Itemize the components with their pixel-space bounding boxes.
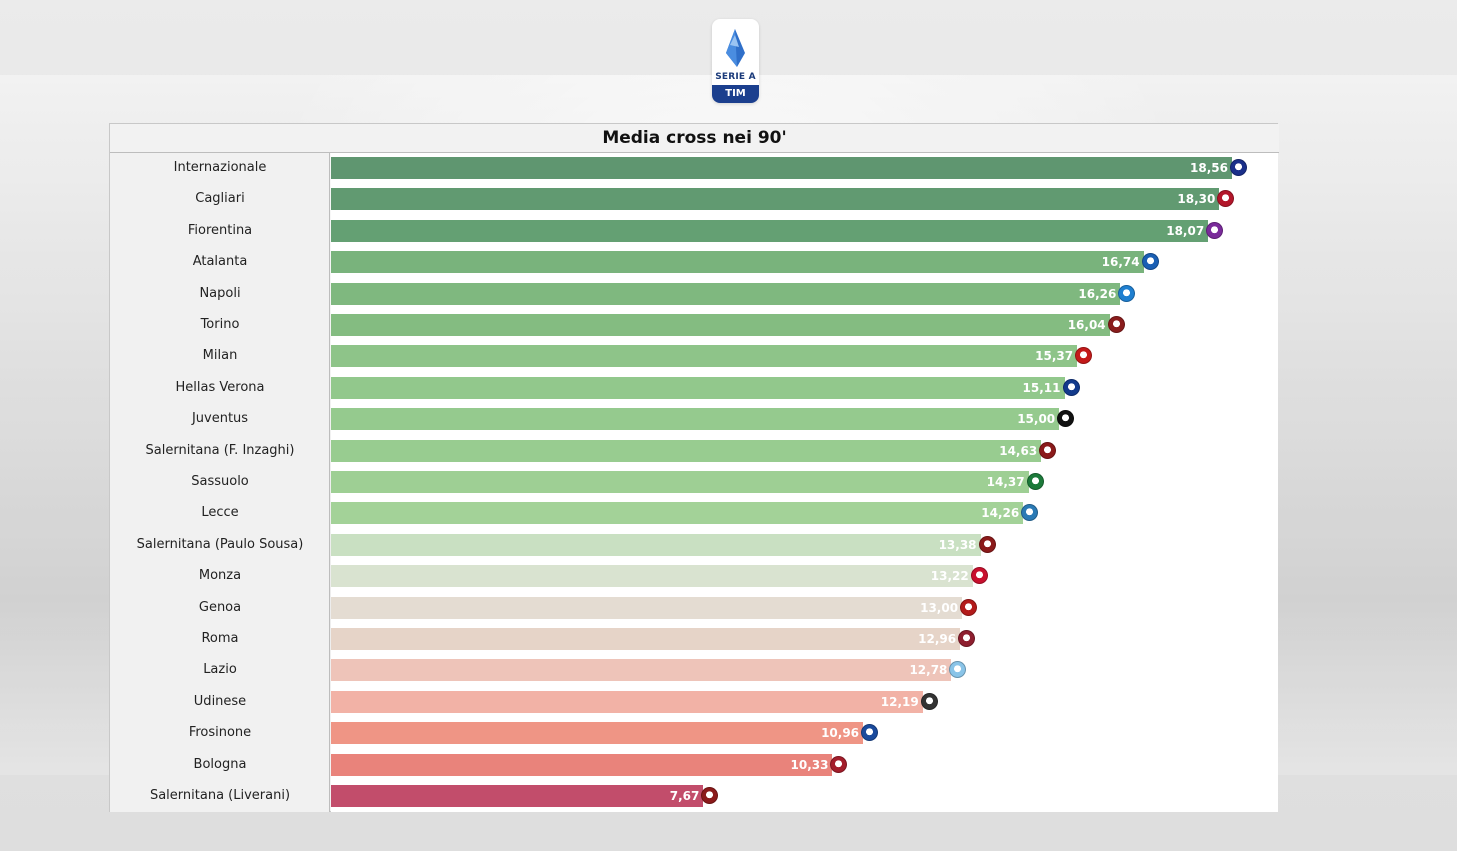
team-crest-icon bbox=[1217, 190, 1235, 208]
bar bbox=[331, 439, 1042, 462]
value-label: 13,22 bbox=[930, 569, 969, 584]
bar bbox=[331, 376, 1065, 399]
category-label: Cagliari bbox=[195, 191, 245, 207]
bar bbox=[331, 219, 1209, 242]
team-crest-icon bbox=[1230, 159, 1247, 176]
bar bbox=[331, 628, 961, 650]
category-label: Fiorentina bbox=[187, 222, 253, 238]
team-crest-icon bbox=[1039, 441, 1057, 459]
category-label: Atalanta bbox=[192, 254, 248, 270]
team-crest-icon bbox=[970, 567, 988, 585]
category-label: Milan bbox=[202, 348, 238, 364]
category-label: Bologna bbox=[193, 756, 247, 772]
value-label: 14,63 bbox=[999, 443, 1038, 458]
team-crest-icon bbox=[958, 630, 976, 647]
value-label: 16,04 bbox=[1067, 318, 1106, 332]
serie-a-logo: SERIE A TIM bbox=[712, 19, 759, 103]
value-label: 18,56 bbox=[1190, 161, 1228, 175]
sponsor-badge: TIM bbox=[712, 85, 759, 103]
bar bbox=[331, 314, 1110, 336]
bar bbox=[331, 753, 833, 776]
category-label: Napoli bbox=[199, 285, 241, 301]
value-label: 7,67 bbox=[669, 789, 700, 803]
sponsor-name: TIM bbox=[725, 88, 746, 99]
value-label: 18,07 bbox=[1166, 223, 1205, 238]
team-crest-icon bbox=[1057, 410, 1075, 428]
value-label: 15,00 bbox=[1017, 412, 1056, 427]
team-crest-icon bbox=[1206, 221, 1224, 239]
team-crest-icon bbox=[1026, 473, 1044, 490]
category-label: Juventus bbox=[191, 411, 249, 427]
bar bbox=[331, 471, 1029, 493]
bar-plot-area: 18,56 18,30 18,07 16,74 16,26 16,04 15,37 15,11… bbox=[331, 153, 1278, 812]
value-label: 13,38 bbox=[938, 537, 977, 552]
team-crest-icon bbox=[960, 598, 978, 616]
category-label: Frosinone bbox=[188, 725, 252, 741]
value-label: 16,26 bbox=[1078, 286, 1117, 301]
team-crest-icon bbox=[861, 724, 879, 742]
team-crest-icon bbox=[830, 755, 848, 773]
team-crest-icon bbox=[1141, 253, 1159, 271]
value-label: 12,78 bbox=[909, 663, 948, 678]
bar bbox=[331, 533, 981, 556]
value-label: 10,96 bbox=[821, 726, 860, 741]
bar bbox=[331, 565, 973, 588]
logo-text: SERIE A bbox=[715, 72, 756, 82]
team-crest-icon bbox=[1062, 378, 1080, 396]
category-label: Torino bbox=[200, 317, 240, 332]
team-crest-icon bbox=[1107, 316, 1125, 333]
value-label: 18,30 bbox=[1177, 192, 1216, 207]
bar bbox=[331, 282, 1121, 305]
value-label: 15,11 bbox=[1022, 380, 1061, 395]
category-label: Salernitana (Paulo Sousa) bbox=[136, 536, 304, 552]
value-label: 12,96 bbox=[918, 632, 957, 646]
category-label: Roma bbox=[201, 631, 239, 646]
bar bbox=[331, 659, 952, 682]
bar bbox=[331, 722, 864, 745]
team-crest-icon bbox=[978, 535, 996, 553]
category-label: Udinese bbox=[193, 693, 247, 709]
category-label: Sassuolo bbox=[191, 474, 249, 489]
category-label: Salernitana (F. Inzaghi) bbox=[145, 442, 295, 458]
value-label: 15,37 bbox=[1035, 349, 1074, 364]
category-labels: Internazionale Cagliari Fiorentina Atalanta… bbox=[110, 153, 330, 812]
category-label: Internazionale bbox=[173, 160, 267, 175]
bar bbox=[331, 188, 1220, 211]
category-label: Monza bbox=[198, 568, 242, 584]
bar bbox=[331, 785, 704, 807]
team-crest-icon bbox=[701, 787, 719, 804]
bar bbox=[331, 596, 963, 619]
value-label: 14,26 bbox=[981, 506, 1020, 521]
team-crest-icon bbox=[1021, 504, 1039, 522]
category-label: Salernitana (Liverani) bbox=[149, 788, 291, 803]
bar bbox=[331, 502, 1024, 525]
bar bbox=[331, 408, 1060, 431]
value-label: 10,33 bbox=[790, 757, 829, 772]
bar bbox=[331, 690, 923, 713]
bar bbox=[331, 251, 1144, 274]
value-label: 16,74 bbox=[1101, 255, 1140, 270]
bar bbox=[331, 157, 1232, 179]
bar bbox=[331, 345, 1078, 368]
team-crest-icon bbox=[949, 661, 967, 679]
category-label: Lecce bbox=[201, 505, 239, 521]
team-crest-icon bbox=[920, 692, 938, 710]
team-crest-icon bbox=[1118, 284, 1136, 302]
chart-title: Media cross nei 90' bbox=[110, 124, 1279, 153]
team-crest-icon bbox=[1075, 347, 1093, 365]
value-label: 12,19 bbox=[880, 694, 919, 709]
category-label: Genoa bbox=[198, 599, 242, 615]
chart-panel: Media cross nei 90' Internazionale Caglia… bbox=[109, 123, 1279, 812]
category-label: Hellas Verona bbox=[175, 379, 265, 395]
value-label: 14,37 bbox=[986, 475, 1025, 489]
category-label: Lazio bbox=[203, 662, 237, 678]
serie-a-mark-icon bbox=[726, 29, 745, 67]
value-label: 13,00 bbox=[920, 600, 959, 615]
